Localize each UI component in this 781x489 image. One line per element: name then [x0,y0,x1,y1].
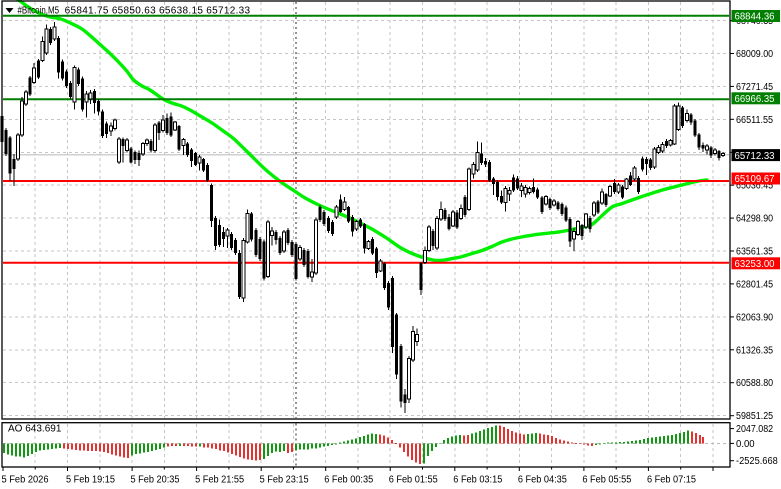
svg-text:6 Feb 07:15: 6 Feb 07:15 [647,475,696,486]
svg-text:61326.35: 61326.35 [736,345,773,356]
svg-text:65712.33: 65712.33 [735,151,775,162]
svg-text:65036.45: 65036.45 [736,181,773,192]
svg-text:5 Feb 20:35: 5 Feb 20:35 [131,475,180,486]
svg-text:65841.75 65850.63 65638.15 657: 65841.75 65850.63 65638.15 65712.33 [65,6,251,17]
svg-text:6 Feb 04:35: 6 Feb 04:35 [518,475,567,486]
svg-text:#Bitcoin,M5: #Bitcoin,M5 [18,6,60,17]
svg-text:AO 643.691: AO 643.691 [8,424,62,435]
svg-text:5 Feb 21:55: 5 Feb 21:55 [195,475,244,486]
svg-text:68844.36: 68844.36 [735,12,775,23]
svg-text:64298.90: 64298.90 [736,214,773,225]
svg-text:63253.00: 63253.00 [735,259,775,270]
svg-text:6 Feb 05:55: 6 Feb 05:55 [582,475,631,486]
svg-text:62801.45: 62801.45 [736,279,773,290]
svg-text:6 Feb 00:35: 6 Feb 00:35 [324,475,373,486]
svg-text:5 Feb 2026: 5 Feb 2026 [2,475,49,486]
svg-text:6 Feb 03:15: 6 Feb 03:15 [453,475,502,486]
svg-text:66966.35: 66966.35 [735,94,775,105]
svg-text:-2525.668: -2525.668 [736,456,778,467]
svg-text:60588.80: 60588.80 [736,378,773,389]
svg-text:65109.67: 65109.67 [735,174,775,185]
svg-text:63561.35: 63561.35 [736,247,773,258]
svg-text:2047.082: 2047.082 [736,424,773,435]
svg-text:67271.45: 67271.45 [736,82,773,93]
svg-text:62063.90: 62063.90 [736,312,773,323]
svg-text:68009.00: 68009.00 [736,49,773,60]
svg-text:0.00: 0.00 [736,439,755,450]
svg-text:6 Feb 01:55: 6 Feb 01:55 [389,475,438,486]
svg-text:66511.55: 66511.55 [736,115,773,126]
svg-text:59851.25: 59851.25 [736,411,773,422]
svg-text:5 Feb 19:15: 5 Feb 19:15 [66,475,115,486]
svg-text:5 Feb 23:15: 5 Feb 23:15 [260,475,309,486]
